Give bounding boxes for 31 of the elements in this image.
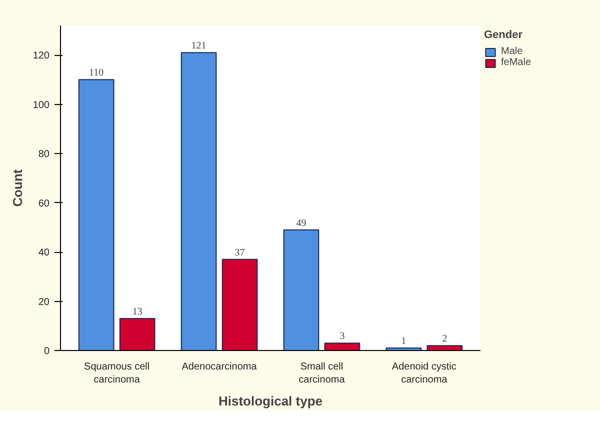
y-tick-label: 0 [44, 346, 50, 357]
y-tick-label: 20 [38, 296, 50, 308]
y-tick-label: 80 [38, 149, 50, 160]
x-tick-label: Adenocarcinoma [182, 362, 258, 372]
bar [78, 79, 114, 350]
bar [119, 318, 156, 350]
y-axis-title: Count [10, 168, 25, 207]
data-label: 3 [340, 331, 345, 342]
bar [283, 229, 320, 350]
data-label: 13 [132, 306, 142, 318]
bar [324, 342, 360, 350]
x-tick-label: Adenoid cystic carcinoma [392, 362, 456, 386]
legend-label: feMale [501, 57, 532, 68]
x-axis-title: Histological type [218, 394, 323, 409]
y-tick-label: 120 [32, 50, 50, 62]
y-tick-label: 60 [38, 198, 50, 210]
x-tick-label: Squamous cell carcinoma [84, 362, 150, 386]
data-label: 121 [191, 40, 206, 52]
data-label: 37 [234, 247, 245, 258]
data-label: 1 [401, 336, 406, 348]
bar [180, 52, 217, 350]
bar [426, 345, 463, 350]
legend-title: Gender [484, 29, 524, 41]
x-tick-label: Small cell carcinoma [298, 362, 346, 386]
bar [222, 258, 258, 350]
data-label: 110 [89, 68, 104, 79]
legend-label: Male [501, 46, 523, 57]
data-label: 2 [442, 334, 448, 345]
data-label: 49 [296, 218, 306, 229]
y-tick-label: 40 [38, 248, 50, 259]
y-tick-label: 100 [32, 100, 50, 111]
